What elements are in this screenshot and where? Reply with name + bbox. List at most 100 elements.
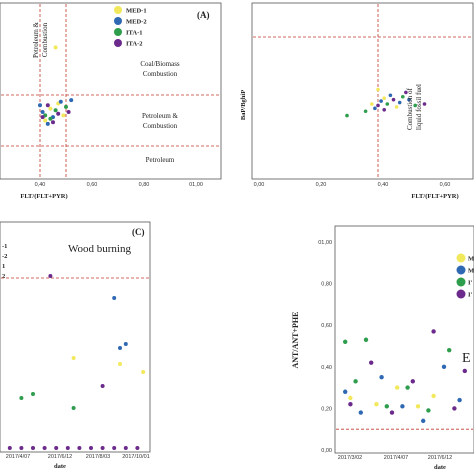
panel-c-point [112, 296, 117, 300]
panel-a-point [45, 121, 50, 126]
panel-c-point [19, 446, 24, 450]
panel-c: (C) Wood burning -1 -2 1 2 2017/4/07 2017/6/… [0, 221, 151, 470]
panel-a-point [66, 110, 71, 114]
panel-a-point [48, 116, 53, 121]
panel-a-annot-coal-2: Combustion [143, 70, 178, 78]
panel-c-point [135, 446, 140, 450]
panel-c-legend-label: 2 [2, 273, 5, 280]
panel-a-x-tick: 01,00 [189, 182, 203, 188]
panel-d-point [369, 360, 374, 365]
panel-c-legend-label: -1 [2, 243, 7, 250]
panel-d-point [348, 402, 353, 407]
panel-b-reference-lines [253, 4, 472, 178]
panel-a-point [48, 106, 53, 111]
panel-c-legend: -1 -2 1 2 [2, 243, 7, 280]
panel-b-ylabel: BaP/BghiP [240, 90, 247, 120]
panel-d-legend-label: I' [468, 280, 473, 287]
panel-b-rotated-annot: Combustion of liquid fossil fuel [406, 84, 423, 130]
panel-d-point [447, 347, 452, 353]
panel-c-point [31, 392, 35, 396]
panel-a-annot-coal: Coal/Biomass [140, 60, 180, 68]
panel-b-point [382, 96, 387, 100]
panel-a-point [58, 99, 63, 104]
panel-c-xlabel: date [54, 463, 66, 470]
panel-b-point [376, 103, 380, 108]
panel-d-point [426, 408, 431, 413]
panel-a-legend-swatch [114, 39, 122, 47]
panel-d-y-tick: 01,00 [318, 240, 332, 246]
panel-c-points [7, 274, 146, 450]
panel-d-legend-label: M [468, 256, 474, 263]
panel-d-legend-swatch [456, 277, 466, 287]
panel-a-point [40, 110, 45, 114]
panel-d: 0,00 0,20 0,40 0,60 0,80 01,00 ANT/ANT+PHE MM… [291, 225, 474, 471]
panel-d-point [384, 404, 389, 409]
panel-d-point [358, 410, 363, 415]
panel-c-legend-label: -2 [2, 253, 7, 260]
panel-d-point [363, 337, 369, 342]
panel-d-point [457, 397, 462, 403]
panel-c-point [141, 370, 146, 374]
panel-d-y-tick: 0,60 [321, 323, 332, 329]
panel-d-x-tick: 2017/6/12 [428, 455, 452, 461]
panel-a-xlabel: FLT/(FLT+PYR) [20, 193, 67, 200]
panel-c-point [77, 446, 82, 450]
panel-a-point [56, 111, 61, 116]
panel-c-point [123, 342, 128, 346]
panel-d-point [343, 339, 348, 345]
panel-b-point [401, 94, 405, 99]
panel-b: Combustion of liquid fossil fuel BaP/Bgh… [240, 2, 474, 200]
panel-b-x-tick: 0,40 [378, 182, 389, 188]
panel-d-ylabel: ANT/ANT+PHE [291, 311, 300, 368]
panel-d-point [374, 402, 379, 407]
panel-a-point [53, 108, 58, 113]
panel-a-annot-rot-2: Combustion [41, 22, 49, 57]
panel-b-point [382, 108, 387, 112]
panel-d-point [410, 379, 415, 384]
panel-b-point [388, 93, 393, 98]
panel-a-legend-label: ITA-1 [126, 30, 143, 37]
panel-d-legend-swatch [456, 253, 466, 263]
panel-b-point [363, 109, 368, 114]
panel-a-annot-rot-1: Petroleum & [32, 21, 40, 58]
panel-a-legend-swatch [114, 6, 122, 14]
panel-c-point [112, 446, 117, 450]
panel-b-points [345, 87, 427, 118]
panel-d-legend: MM I' I' [456, 253, 474, 299]
panel-a-legend-swatch [114, 28, 122, 36]
panel-d-x-tick: 2017/3/02 [338, 455, 362, 461]
panel-d-point [421, 418, 426, 424]
panel-b-point [413, 103, 418, 108]
panel-d-xlabel: date [434, 464, 446, 471]
panel-b-point [407, 97, 411, 102]
panel-a-x-ticks: 0,40 0,60 0,80 01,00 [35, 182, 203, 188]
panel-c-x-tick: 2017/10/01 [122, 454, 150, 460]
panel-d-point [431, 393, 436, 399]
panel-b-x-tick: 0,00 [254, 182, 265, 188]
panel-b-point [345, 113, 349, 118]
panel-c-frame [0, 221, 151, 453]
panel-a-x-tick: 0,40 [35, 182, 46, 188]
panel-d-points [343, 329, 467, 424]
panel-a-frame [0, 2, 222, 180]
panel-d-point [405, 385, 410, 390]
panel-a-point [53, 45, 58, 50]
panel-b-x-tick: 0,20 [316, 182, 327, 188]
panel-c-x-tick: 2017/8/03 [86, 454, 110, 460]
panel-c-x-tick: 2017/6/12 [48, 454, 72, 460]
panel-a-x-tick: 0,80 [139, 182, 150, 188]
panel-a-annot-petcomb: Petroleum & [142, 112, 179, 120]
panel-b-annot-1: Combustion of [406, 88, 414, 130]
panel-a-tag: (A) [197, 10, 210, 20]
panel-a-point [51, 120, 55, 125]
panel-a: (A) Coal/Biomass Combustion Petroleum & … [0, 2, 222, 200]
panel-d-point [348, 395, 353, 401]
panel-b-x-ticks: 0,00 0,20 0,40 0,60 [254, 182, 451, 188]
panel-b-point [376, 87, 380, 92]
panel-a-reference-lines [1, 4, 220, 178]
panel-c-legend-label: 1 [2, 263, 5, 270]
panel-d-point [395, 385, 400, 390]
panel-d-y-tick: 0,20 [321, 406, 332, 412]
panel-d-x-ticks: 2017/3/02 2017/4/07 2017/6/12 [338, 455, 452, 461]
panel-c-point [42, 446, 47, 450]
